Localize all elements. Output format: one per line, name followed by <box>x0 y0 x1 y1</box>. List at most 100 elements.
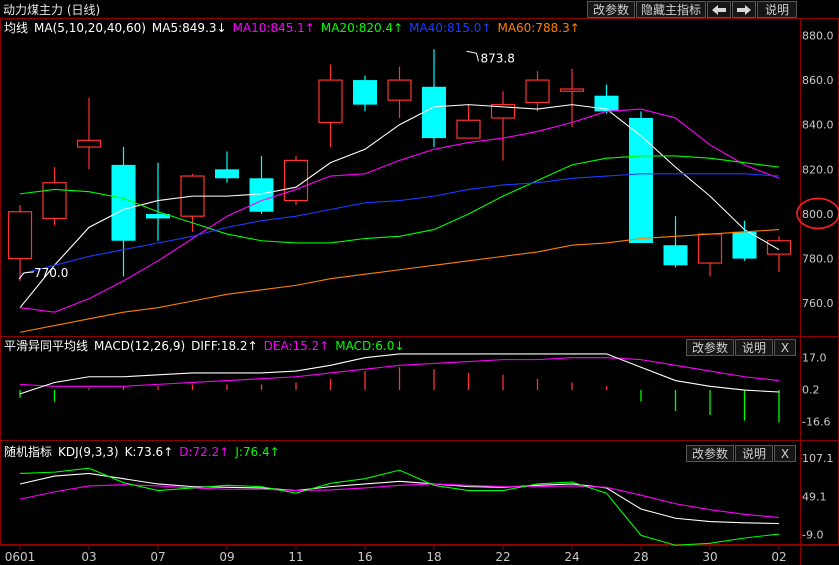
kdj-tick-label: -9.0 <box>802 529 823 542</box>
candle-body <box>283 159 309 202</box>
low-value-label: 770.0 <box>34 266 68 280</box>
candle-body <box>7 211 33 260</box>
kdj-legend-item: 随机指标 <box>4 444 52 459</box>
candle-body <box>766 240 792 255</box>
price-tick-label: 800.0 <box>802 208 834 221</box>
chart-frame <box>0 18 839 545</box>
k-line <box>19 472 780 525</box>
ma5-line <box>19 104 780 309</box>
candlestick <box>629 111 653 243</box>
x-tick-label: 03 <box>81 550 96 564</box>
ma-legend-item: MA5:849.3↓ <box>152 21 227 35</box>
price-tick-label: 860.0 <box>802 74 834 87</box>
candlestick <box>42 167 67 226</box>
candlestick <box>111 147 136 277</box>
x-tick-label: 07 <box>150 550 165 564</box>
candlestick <box>697 233 723 277</box>
macd-legend-item: 平滑异同平均线 <box>4 339 88 353</box>
candle-body <box>456 119 481 139</box>
arrow-left-icon[interactable] <box>707 1 731 18</box>
macd-legend-item: MACD:6.0↓ <box>335 339 404 353</box>
candle-body <box>249 178 274 212</box>
candle-body <box>594 95 619 112</box>
candle-body <box>525 79 550 104</box>
high-value-label: 873.8 <box>481 51 515 65</box>
ma-legend-item: MA20:820.4↑ <box>321 21 403 35</box>
price-tick-label: 780.0 <box>802 253 834 266</box>
candle-body <box>732 231 757 259</box>
candlestick <box>732 220 757 261</box>
macd-legend-item: DIFF:18.2↑ <box>191 339 257 353</box>
ma-legend-item: MA60:788.3↑ <box>497 21 579 35</box>
change-params-button[interactable]: 改参数 <box>587 1 635 18</box>
x-tick-label: 22 <box>495 550 510 564</box>
d-line <box>19 483 780 519</box>
candle-body <box>215 169 239 179</box>
candlestick <box>7 205 33 281</box>
kdj-help-button[interactable]: 说明 <box>735 445 773 462</box>
macd-close-button[interactable]: X <box>774 339 796 356</box>
ma-legend-item: MA10:845.1↑ <box>233 21 315 35</box>
ma-legend-item: MA40:815.0↑ <box>409 21 491 35</box>
kdj-legend-item: KDJ(9,3,3) <box>58 445 119 459</box>
candle-body <box>353 80 377 105</box>
x-tick-label: 16 <box>357 550 372 564</box>
price-tick-label: 840.0 <box>802 119 834 132</box>
ma60-line <box>19 229 780 333</box>
candle-body <box>559 88 585 92</box>
macd-change-params-button[interactable]: 改参数 <box>686 339 734 356</box>
candlestick <box>490 91 516 161</box>
candlestick <box>76 97 102 170</box>
x-tick-label: 09 <box>219 550 234 564</box>
x-tick-label: 30 <box>702 550 717 564</box>
kdj-legend-item: K:73.6↑ <box>125 445 174 459</box>
candle-body <box>422 86 446 139</box>
help-button[interactable]: 说明 <box>757 1 797 18</box>
price-tick-label: 880.0 <box>802 29 834 42</box>
candle-body <box>663 245 688 266</box>
macd-tick-label: 0.2 <box>802 384 820 397</box>
macd-help-button[interactable]: 说明 <box>735 339 773 356</box>
candlestick <box>663 216 688 268</box>
candle-body <box>697 233 723 264</box>
kdj-legend-item: D:72.2↑ <box>179 445 229 459</box>
kdj-change-params-button[interactable]: 改参数 <box>686 445 734 462</box>
chart-title: 动力煤主力 (日线) <box>3 3 101 17</box>
candlestick <box>353 75 377 112</box>
candle-body <box>111 164 136 241</box>
kdj-legend-item: J:76.4↑ <box>234 445 279 459</box>
kdj-tick-label: 107.1 <box>802 452 834 465</box>
x-tick-label: 18 <box>426 550 441 564</box>
x-tick-label: 24 <box>564 550 579 564</box>
candle-body <box>490 104 516 119</box>
candle-body <box>387 79 412 101</box>
price-tick-label: 760.0 <box>802 297 834 310</box>
arrow-right-icon[interactable] <box>732 1 756 18</box>
macd-legend-item: DEA:15.2↑ <box>264 339 330 353</box>
macd-legend-item: MACD(12,26,9) <box>94 339 185 353</box>
high-marker <box>466 50 479 62</box>
candlestick <box>249 155 274 214</box>
j-line <box>19 467 780 546</box>
kdj-close-button[interactable]: X <box>774 445 796 462</box>
candle-body <box>318 79 343 124</box>
candlestick <box>215 151 239 183</box>
candlestick <box>283 155 309 206</box>
candle-body <box>42 182 67 220</box>
candlestick <box>387 66 412 119</box>
candlestick <box>146 162 170 241</box>
candlestick <box>318 64 343 148</box>
candlestick <box>766 236 792 272</box>
x-tick-label: 02 <box>771 550 786 564</box>
candlestick <box>559 68 585 127</box>
price-tick-label: 820.0 <box>802 163 834 176</box>
low-marker <box>18 271 35 280</box>
ma-legend-item: 均线 <box>4 21 28 35</box>
candlestick <box>456 104 481 139</box>
candlestick <box>525 71 550 112</box>
candle-body <box>146 213 170 219</box>
macd-tick-label: 17.0 <box>802 352 827 365</box>
hide-main-indicator-button[interactable]: 隐藏主指标 <box>636 1 706 18</box>
